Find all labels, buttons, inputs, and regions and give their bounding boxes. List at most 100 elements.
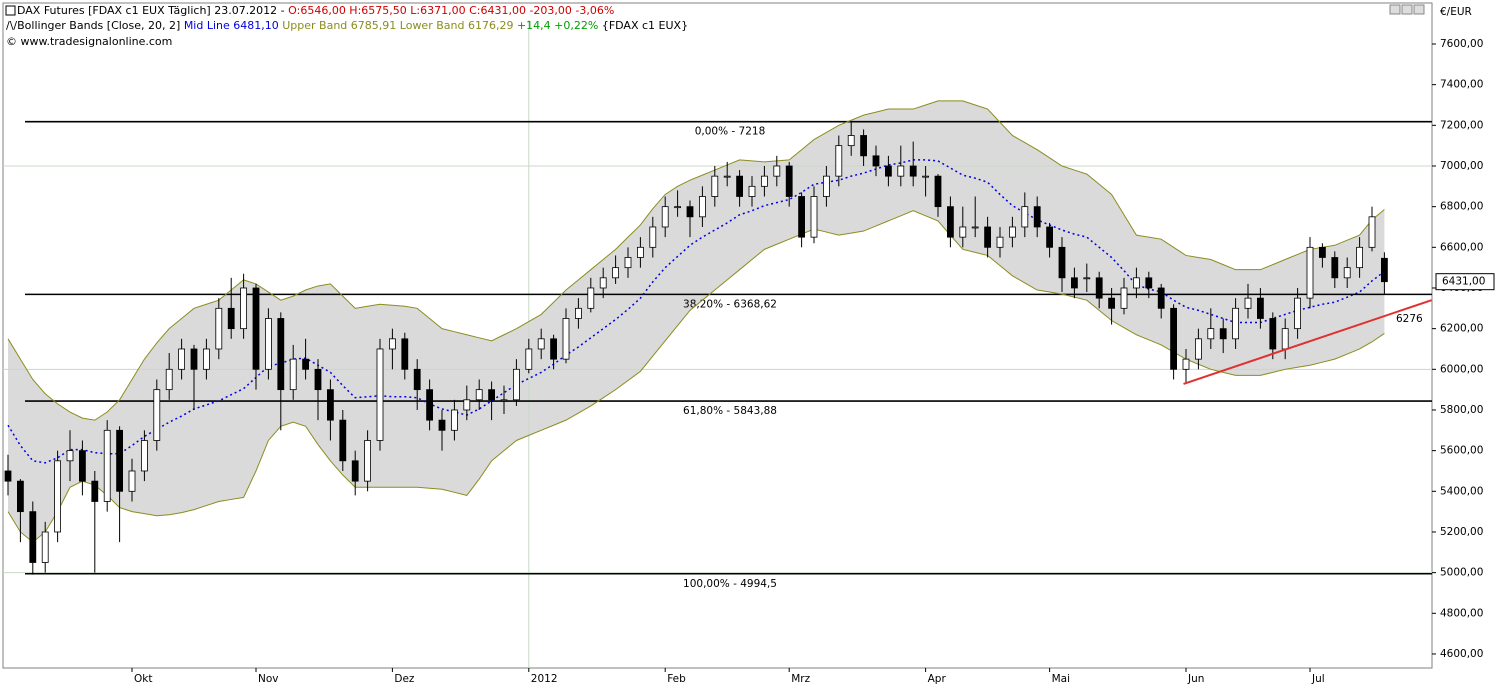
candle-body — [1269, 318, 1277, 350]
candle-body — [240, 287, 248, 330]
candle-body — [227, 307, 235, 330]
y-tick-label: 7000,00 — [1440, 160, 1483, 172]
y-tick-label: 6000,00 — [1440, 363, 1483, 375]
candle-body — [575, 307, 582, 319]
candle-body — [872, 155, 880, 167]
candle-body — [885, 165, 892, 177]
candle-body — [798, 196, 805, 238]
candle-body — [860, 135, 867, 157]
candle-body — [686, 206, 694, 218]
candle-body — [810, 196, 818, 238]
y-tick-label: 5800,00 — [1440, 404, 1483, 416]
candle-body — [1083, 277, 1091, 280]
candle-body — [835, 145, 843, 177]
candle-body — [178, 348, 186, 370]
candle-body — [4, 470, 12, 482]
candle-body — [103, 429, 111, 502]
candle-body — [1108, 297, 1115, 309]
candle-body — [1306, 246, 1314, 299]
candle-body — [823, 175, 830, 197]
x-tick-label: Apr — [928, 673, 947, 685]
y-tick-label: 5200,00 — [1440, 526, 1483, 538]
indicator: Bollinger Bands [Close, 20, 2] — [17, 19, 180, 32]
candle-body — [128, 470, 136, 492]
candle-body — [1244, 297, 1252, 309]
fib-label: 100,00% - 4994,5 — [683, 578, 777, 590]
fib-label: 0,00% - 7218 — [695, 126, 766, 138]
nav-button[interactable] — [1389, 4, 1401, 15]
candle-body — [1281, 328, 1289, 350]
candle-body — [426, 389, 434, 421]
candle-body — [1033, 206, 1041, 228]
candle-body — [587, 287, 595, 309]
y-tick-label: 6800,00 — [1440, 201, 1483, 213]
bands-text: Upper Band 6785,91 Lower Band 6176,29 — [282, 19, 513, 32]
candle-body — [785, 165, 793, 197]
nav-button[interactable] — [1413, 4, 1425, 15]
candle-body — [649, 226, 657, 248]
candle-body — [1145, 277, 1153, 289]
candle-body — [202, 348, 210, 370]
candle-body — [116, 429, 123, 492]
candle-body — [934, 175, 942, 208]
candle-body — [1021, 206, 1029, 228]
upper-line — [7, 100, 1385, 421]
candle-body — [351, 460, 359, 482]
candle-body — [376, 348, 384, 441]
candle-body — [463, 399, 471, 411]
x-tick-label: Mrz — [791, 673, 810, 685]
y-tick-label: 7400,00 — [1440, 79, 1483, 91]
candle-body — [252, 287, 260, 370]
nav-button[interactable] — [1401, 4, 1413, 15]
ohlc-text: O:6546,00 H:6575,50 L:6371,00 C:6431,00 … — [288, 4, 614, 17]
candle-body — [550, 338, 557, 360]
candle-body — [1046, 226, 1053, 248]
candle-body — [500, 399, 508, 402]
source: © www.tradesignalonline.com — [6, 35, 172, 48]
candle-body — [165, 368, 173, 391]
candle-body — [723, 175, 731, 178]
chart-title: DAX Futures [FDAX c1 EUX Täglich] 23.07.… — [17, 4, 285, 17]
candle-body — [1232, 307, 1239, 340]
candle-body — [289, 358, 297, 391]
candle-body — [1368, 216, 1376, 248]
x-tick-label: Nov — [258, 673, 279, 685]
x-tick-label: Dez — [394, 673, 415, 685]
candle-body — [488, 389, 496, 401]
candle-body — [1219, 328, 1227, 340]
candle-body — [1009, 226, 1016, 238]
candle-body — [711, 175, 719, 197]
y-tick-label: 4600,00 — [1440, 648, 1483, 660]
candle-body — [624, 257, 632, 269]
x-tick-label: Mai — [1052, 673, 1070, 685]
candle-body — [413, 368, 421, 391]
candle-body — [909, 165, 917, 177]
candle-body — [79, 450, 86, 482]
plot-area: 0,00% - 7218 38,20% - 6368,62 61,80% - 584… — [3, 20, 1432, 668]
candle-body — [91, 480, 99, 502]
candle-body — [1319, 246, 1326, 258]
candle-body — [264, 318, 272, 370]
candle-body — [339, 419, 347, 462]
candle-body — [29, 511, 37, 563]
candle-body — [450, 409, 458, 431]
candle-body — [661, 206, 669, 228]
y-tick-label: 5000,00 — [1440, 567, 1483, 579]
candle-body — [54, 460, 61, 533]
candle-body — [1071, 277, 1078, 289]
candle-body — [699, 196, 706, 218]
candle-body — [736, 175, 743, 197]
candle-body — [748, 185, 756, 197]
candle-body — [140, 440, 148, 472]
y-tick-label: 7600,00 — [1440, 38, 1483, 50]
candle-body — [277, 318, 285, 391]
candle-body — [773, 165, 781, 177]
candle-body — [897, 165, 905, 177]
candle-body — [996, 236, 1004, 248]
candle-body — [922, 175, 929, 178]
candle-body — [66, 450, 74, 462]
candle-body — [1356, 246, 1363, 269]
candle-body — [959, 226, 967, 238]
candle-body — [1207, 328, 1215, 340]
